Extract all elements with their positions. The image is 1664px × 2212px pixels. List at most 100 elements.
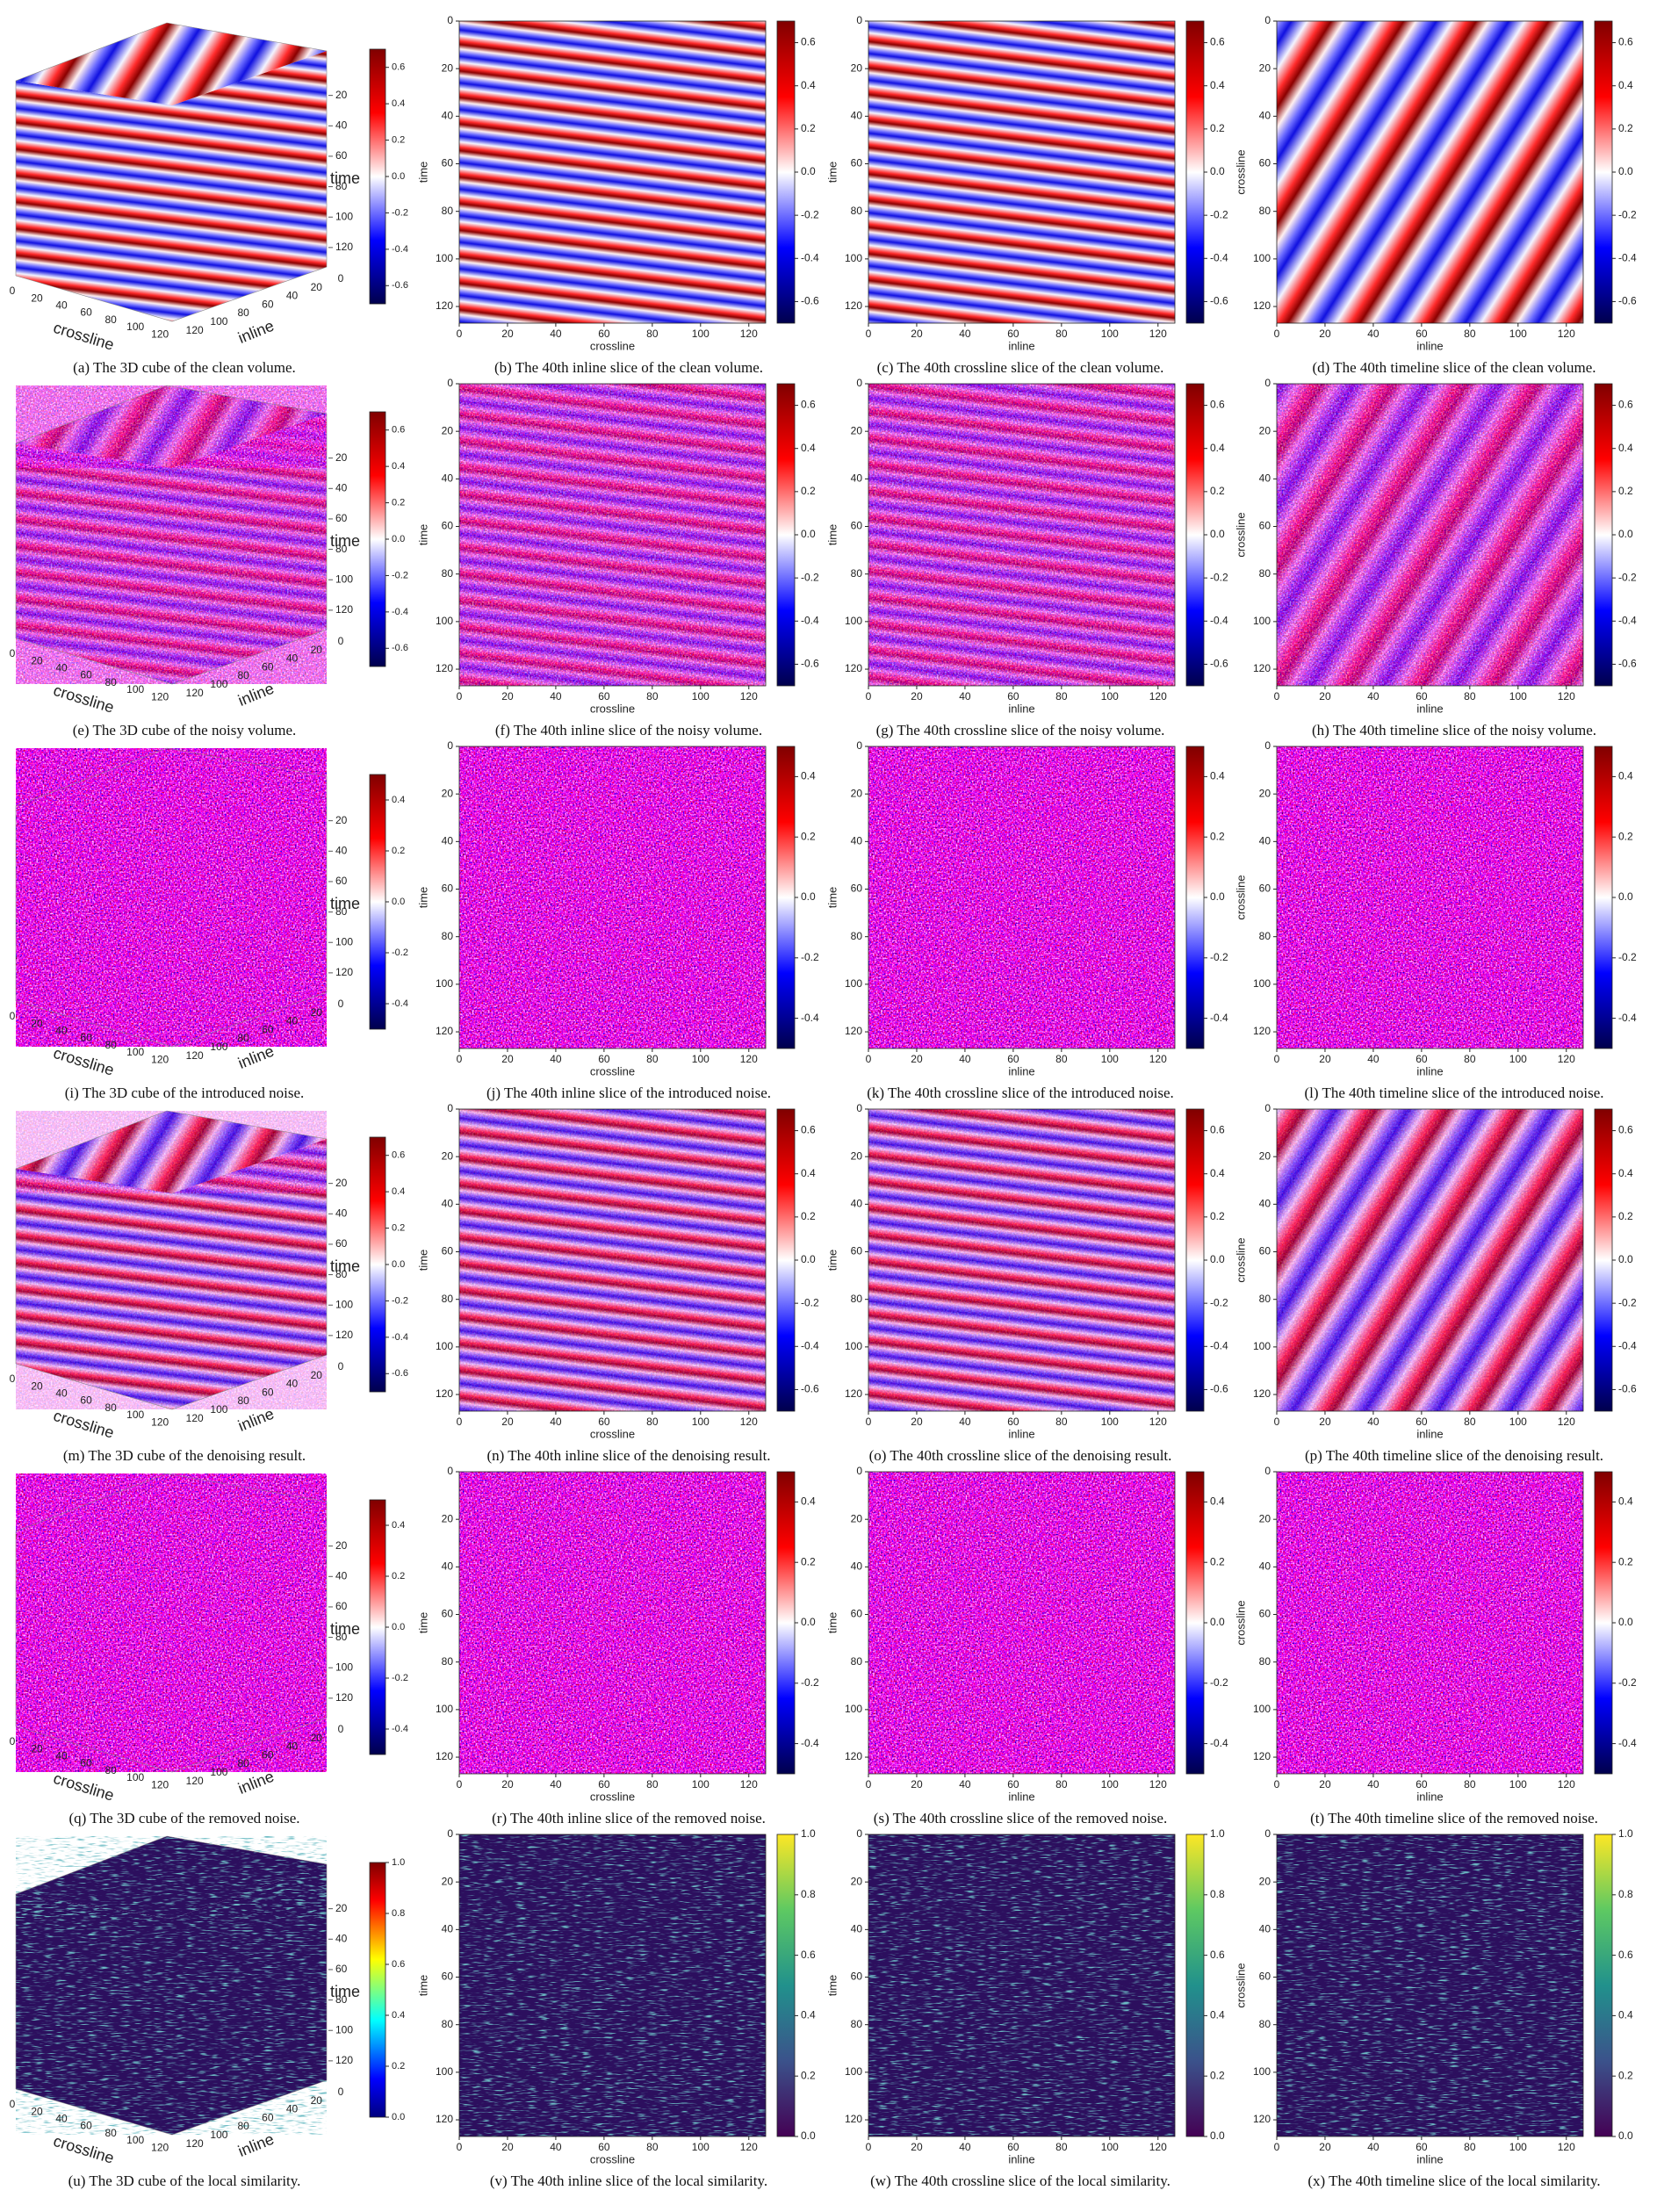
x-tick-label: 60 xyxy=(1415,2141,1428,2153)
colorbar xyxy=(776,383,796,687)
colorbar-tick-label: 0.4 xyxy=(1618,442,1633,454)
cube-tick-label: 0 xyxy=(10,647,16,659)
cube-tick-label: 60 xyxy=(80,1394,92,1407)
cube-tick-label: 0 xyxy=(10,285,16,297)
x-tick-label: 60 xyxy=(1415,1416,1428,1428)
x-axis-label: inline xyxy=(1008,2152,1034,2165)
x-tick-label: 80 xyxy=(646,690,659,703)
colorbar-tick-label: -0.4 xyxy=(392,998,408,1009)
colorbar-tick-label: -0.2 xyxy=(1618,208,1637,220)
x-tick-label: 100 xyxy=(1101,1053,1119,1065)
cube-tick-label: 120 xyxy=(186,1775,204,1787)
image-layer xyxy=(459,1472,766,1774)
colorbar xyxy=(776,746,796,1049)
y-tick-label: 0 xyxy=(1264,1102,1271,1114)
cube-tick-label: 20 xyxy=(311,1732,323,1744)
x-tick-label: 120 xyxy=(740,1778,758,1790)
x-tick-label: 20 xyxy=(911,1053,923,1065)
x-tick-label: 0 xyxy=(1274,1416,1280,1428)
y-tick-label: 80 xyxy=(1259,567,1271,580)
x-tick-label: 80 xyxy=(646,2141,659,2153)
x-tick-label: 80 xyxy=(1055,2141,1068,2153)
colorbar-tick-label: -0.4 xyxy=(392,244,408,255)
cube-tick-label: 40 xyxy=(286,1740,299,1753)
colorbar-tick-label: 0.2 xyxy=(1618,2069,1633,2081)
y-tick-label: 100 xyxy=(436,1340,453,1352)
y-tick-label: 20 xyxy=(851,787,863,799)
x-tick-label: 80 xyxy=(1055,690,1068,703)
cube-tick-label: 60 xyxy=(80,2120,92,2132)
x-tick-label: 0 xyxy=(866,2141,872,2153)
y-tick-label: 40 xyxy=(442,1560,454,1573)
y-tick-label: 60 xyxy=(1259,883,1271,895)
colorbar xyxy=(1594,1834,1613,2137)
caption: (e) The 3D cube of the noisy volume. xyxy=(73,722,297,739)
colorbar-tick-label: 0.4 xyxy=(1210,770,1225,782)
x-tick-label: 40 xyxy=(959,2141,971,2153)
x-tick-label: 80 xyxy=(1464,1778,1476,1790)
cube-tick-label: 20 xyxy=(31,654,43,666)
x-tick-label: 100 xyxy=(692,1053,710,1065)
y-tick-label: 60 xyxy=(851,1971,863,1983)
colorbar-tick-label: 0.4 xyxy=(392,98,405,109)
cube-tick-label: 120 xyxy=(151,2141,169,2153)
x-axis-label: inline xyxy=(1008,1064,1034,1077)
x-tick-label: 60 xyxy=(1415,690,1428,703)
x-tick-label: 80 xyxy=(646,1053,659,1065)
colorbar-tick-label: 0.0 xyxy=(392,897,405,907)
image-frame xyxy=(1276,20,1584,324)
colorbar-tick-label: 0.6 xyxy=(392,1959,405,1970)
colorbar-tick-label: 0.2 xyxy=(1618,1210,1633,1222)
x-tick-label: 60 xyxy=(1007,328,1019,340)
cube-tick-label: 100 xyxy=(210,1041,227,1053)
colorbar-tick-label: 0.2 xyxy=(1618,122,1633,134)
x-tick-label: 80 xyxy=(1464,1053,1476,1065)
colorbar-tick-label: 0.0 xyxy=(392,1259,405,1270)
cube-tick-label: 60 xyxy=(335,512,348,524)
colorbar-tick-label: 0.2 xyxy=(1210,830,1225,842)
image-layer xyxy=(16,1531,172,1772)
colorbar-tick-label: -0.4 xyxy=(1210,614,1228,626)
colorbar-tick-label: 0.2 xyxy=(392,1222,405,1233)
x-tick-label: 40 xyxy=(550,2141,562,2153)
colorbar-tick-label: -0.4 xyxy=(1210,1012,1228,1024)
y-tick-label: 60 xyxy=(851,1245,863,1257)
x-tick-label: 80 xyxy=(1055,1053,1068,1065)
y-tick-label: 0 xyxy=(447,1102,453,1114)
x-tick-label: 100 xyxy=(1509,2141,1527,2153)
colorbar-tick-label: 0.4 xyxy=(801,1495,816,1508)
caption: (k) The 40th crossline slice of the intr… xyxy=(867,1084,1174,1101)
colorbar-tick-label: -0.4 xyxy=(392,1724,408,1734)
x-tick-label: 20 xyxy=(501,328,514,340)
y-tick-label: 20 xyxy=(1259,424,1271,436)
y-axis-label: crossline xyxy=(1234,875,1247,919)
y-tick-label: 40 xyxy=(1259,472,1271,485)
image-layer xyxy=(1277,21,1583,323)
colorbar-tick-label: -0.6 xyxy=(392,280,408,291)
image-layer xyxy=(1277,384,1583,686)
colorbar-tick-label: 0.4 xyxy=(392,1520,405,1531)
x-tick-label: 120 xyxy=(1558,1416,1575,1428)
cube-tick-label: 120 xyxy=(335,1329,353,1341)
y-axis-label: time xyxy=(416,1975,429,1997)
colorbar-tick-label: -0.2 xyxy=(801,1296,819,1308)
x-tick-label: 80 xyxy=(1464,2141,1476,2153)
cube-tick-label: 80 xyxy=(237,1757,249,1769)
caption: (d) The 40th timeline slice of the clean… xyxy=(1312,359,1596,376)
x-tick-label: 20 xyxy=(1319,2141,1331,2153)
y-tick-label: 20 xyxy=(1259,1875,1271,1887)
colorbar-tick-label: 0.0 xyxy=(1618,165,1633,177)
colorbar-tick-label: 0.0 xyxy=(392,1622,405,1632)
y-axis-label: time xyxy=(416,524,429,546)
image-frame xyxy=(1276,383,1584,687)
colorbar-tick-label: 0.2 xyxy=(801,1555,816,1567)
cube-tick-label: 0 xyxy=(10,2098,16,2110)
y-tick-label: 80 xyxy=(442,1293,454,1305)
x-tick-label: 100 xyxy=(692,328,710,340)
y-tick-label: 60 xyxy=(442,1608,454,1620)
y-tick-label: 120 xyxy=(436,662,453,674)
cube-tick-label: 40 xyxy=(286,1378,299,1390)
x-tick-label: 40 xyxy=(1367,328,1379,340)
x-tick-label: 0 xyxy=(1274,1053,1280,1065)
x-tick-label: 40 xyxy=(550,690,562,703)
